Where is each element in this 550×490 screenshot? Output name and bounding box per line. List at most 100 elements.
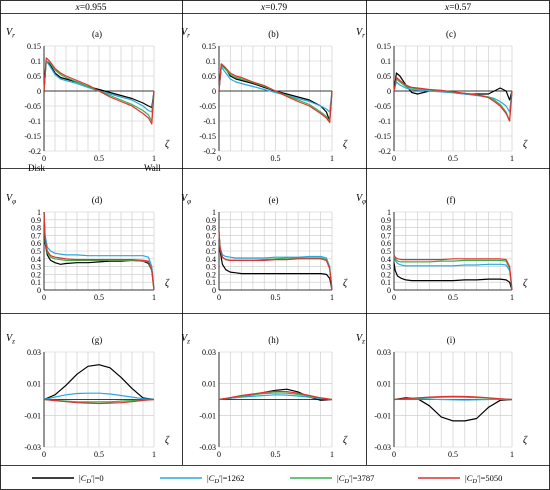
legend: |CD′|=0 |CD′|=1262 |CD′|=3787 |CD′|=5050 [32, 473, 502, 485]
legend-item-1: |CD′|=1262 [160, 473, 244, 485]
y-tick-label: 0.9 [31, 216, 41, 225]
series-line-2 [43, 60, 155, 122]
series-line-1 [393, 254, 513, 291]
series-line-1 [218, 66, 333, 113]
x-axis-label: ζ [165, 278, 170, 289]
y-tick-label: -0.03 [199, 443, 216, 452]
y-tick-label: 0.7 [31, 231, 41, 240]
panel-label: (d) [92, 195, 103, 205]
column-header: x=0.955 x=0.79 x=0.57 [75, 3, 472, 13]
panel-g: 0.03 0.01 -0.01 -0.030 0.5 1ζ Vz (g) [6, 333, 170, 459]
y-axis-label: Vφ [6, 193, 16, 206]
series-line-3 [218, 63, 333, 124]
y-tick-label: 0.3 [31, 263, 41, 272]
series-line-3 [43, 211, 155, 291]
y-tick-label: -0.1 [378, 117, 391, 126]
x-axis-label: ζ [165, 139, 170, 150]
y-tick-label: 0.4 [31, 255, 41, 264]
legend-item-0: |CD′|=0 [32, 473, 104, 485]
series-line-3 [218, 231, 333, 291]
x-tick-label: 0.5 [271, 293, 281, 302]
legend-label: |CD′|=1262 [207, 473, 244, 485]
x-tick-label: 1 [330, 154, 334, 163]
y-axis-label: Vr [6, 27, 15, 40]
series-line-3 [393, 76, 513, 122]
series-line-1 [43, 211, 155, 291]
y-tick-label: 0.5 [31, 247, 41, 256]
x-tick-label: 0.5 [448, 450, 458, 459]
y-tick-label: 0.4 [206, 255, 216, 264]
y-tick-label: 0.1 [31, 278, 41, 287]
x-tick-label: 0 [217, 154, 221, 163]
y-tick-label: 0 [387, 286, 391, 295]
series-line-3 [393, 395, 513, 401]
x-tick-label: 0.5 [448, 293, 458, 302]
y-tick-label: 0.01 [377, 380, 391, 389]
y-tick-label: 0.1 [381, 278, 391, 287]
y-tick-label: 0.9 [206, 216, 216, 225]
y-tick-label: 0 [37, 87, 41, 96]
legend-item-2: |CD′|=3787 [290, 473, 374, 485]
y-axis-label: Vz [356, 333, 365, 346]
series-line-1 [218, 231, 333, 291]
series-line-3 [393, 254, 513, 291]
y-tick-label: 0.3 [206, 263, 216, 272]
x-tick-label: 0 [42, 154, 46, 163]
y-axis-label: Vr [181, 27, 190, 40]
x-axis-label: ζ [343, 278, 348, 289]
series-line-2 [393, 254, 513, 291]
y-tick-label: 0.8 [206, 224, 216, 233]
y-tick-label: 0.7 [381, 231, 391, 240]
x-tick-label: 0 [392, 293, 396, 302]
annotation-wall: Wall [144, 163, 161, 173]
column-header-0: x=0.955 [75, 3, 107, 13]
x-tick-label: 1 [510, 293, 514, 302]
x-tick-label: 1 [330, 293, 334, 302]
y-tick-label: 0.1 [31, 57, 41, 66]
panel-label: (g) [92, 335, 103, 345]
x-tick-label: 1 [152, 450, 156, 459]
y-tick-label: 0.03 [202, 348, 216, 357]
y-tick-label: -0.2 [203, 147, 216, 156]
y-tick-label: 0.6 [381, 239, 391, 248]
panel-i: 0.03 0.01 -0.01 -0.030 0.5 1ζ Vz (i) [356, 333, 528, 459]
y-tick-label: -0.15 [374, 132, 391, 141]
y-tick-label: 0.6 [31, 239, 41, 248]
panel-label: (a) [92, 29, 102, 39]
x-tick-label: 0.5 [448, 154, 458, 163]
y-tick-label: 0 [37, 286, 41, 295]
y-axis-label: Vr [356, 27, 365, 40]
legend-item-3: |CD′|=5050 [418, 473, 502, 485]
y-tick-label: 0.4 [381, 255, 391, 264]
series-line-1 [393, 398, 513, 401]
y-axis-label: Vφ [356, 193, 366, 206]
legend-label: |CD′|=3787 [337, 473, 374, 485]
y-tick-label: 1 [387, 208, 391, 217]
x-tick-label: 1 [510, 450, 514, 459]
x-tick-label: 1 [330, 450, 334, 459]
x-tick-label: 0 [217, 293, 221, 302]
y-tick-label: 0.6 [206, 239, 216, 248]
y-tick-label: 1 [37, 208, 41, 217]
y-tick-label: 0.03 [27, 348, 41, 357]
x-axis-label: ζ [343, 435, 348, 446]
annotation-disk: Disk [28, 163, 46, 173]
y-tick-label: -0.15 [199, 132, 216, 141]
column-header-2: x=0.57 [444, 3, 471, 13]
x-tick-label: 0 [217, 450, 221, 459]
y-tick-label: -0.15 [24, 132, 41, 141]
x-axis-label: ζ [165, 435, 170, 446]
y-tick-label: -0.1 [28, 117, 41, 126]
y-tick-label: 0 [212, 286, 216, 295]
legend-label: |CD′|=0 [79, 473, 104, 485]
y-tick-label: -0.05 [24, 102, 41, 111]
x-tick-label: 1 [152, 293, 156, 302]
